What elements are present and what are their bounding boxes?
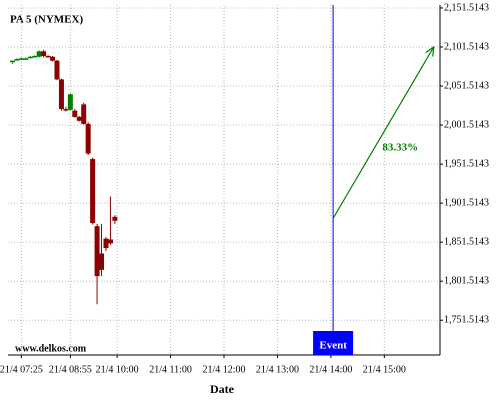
x-tick-label: 21/4 13:00	[256, 364, 299, 375]
candle-body	[27, 56, 33, 59]
candle-body	[72, 110, 78, 117]
x-tick-label: 21/4 15:00	[363, 364, 406, 375]
candle-body	[63, 109, 69, 111]
x-tick-label: 21/4 07:25	[0, 364, 43, 375]
y-tick-label: 2,051.5143	[444, 80, 489, 91]
candle-body	[103, 238, 109, 249]
x-tick-label: 21/4 11:00	[149, 364, 192, 375]
projection-arrow	[332, 48, 433, 219]
event-label: Event	[319, 340, 347, 352]
candle-body	[94, 226, 100, 277]
y-tick-label: 1,901.5143	[444, 197, 489, 208]
candle-body	[14, 59, 20, 61]
y-tick-label: 1,751.5143	[444, 315, 489, 326]
y-tick-label: 2,001.5143	[444, 119, 489, 130]
candle-body	[36, 51, 42, 57]
candle-body	[99, 253, 105, 270]
y-tick-label: 1,801.5143	[444, 276, 489, 287]
candle-body	[67, 94, 73, 110]
chart-title: PA 5 (NYMEX)	[10, 14, 83, 26]
candle-body	[107, 239, 113, 244]
candle-body	[23, 58, 29, 60]
y-tick-label: 2,101.5143	[444, 41, 489, 52]
projection-label: 83.33%	[382, 142, 418, 154]
candle-body	[58, 79, 64, 110]
candle-body	[45, 55, 51, 58]
x-tick-label: 21/4 12:00	[202, 364, 245, 375]
x-tick-label: 21/4 14:00	[309, 364, 352, 375]
candle-body	[18, 58, 24, 60]
y-tick-label: 1,851.5143	[444, 236, 489, 247]
y-tick-label: 2,151.5143	[444, 2, 489, 13]
candle-body	[112, 216, 118, 221]
x-tick-label: 21/4 08:55	[49, 364, 92, 375]
candle-body	[32, 55, 38, 58]
candle-body	[76, 116, 82, 121]
x-tick-label: 21/4 10:00	[96, 364, 139, 375]
event-box	[313, 331, 354, 355]
candle-body	[41, 51, 47, 56]
candle-body	[54, 60, 60, 80]
candle-body	[90, 159, 96, 224]
candle-body	[85, 123, 91, 154]
candle-body	[9, 60, 15, 63]
candle-body	[81, 104, 87, 124]
y-tick-label: 1,951.5143	[444, 158, 489, 169]
x-axis-label: Date	[210, 382, 235, 396]
candle-body	[50, 56, 56, 61]
watermark: www.delkos.com	[15, 343, 87, 354]
